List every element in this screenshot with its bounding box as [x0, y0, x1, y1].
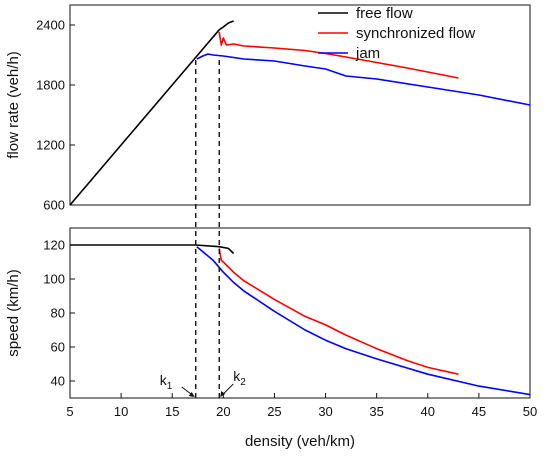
speed-series: [70, 244, 531, 396]
k1-label-main: k: [160, 372, 168, 388]
speed-y-tick-label: 120: [43, 238, 65, 253]
density-x-tick-label: 50: [523, 404, 537, 419]
density-axis-label: density (veh/km): [245, 433, 355, 450]
speed-panel: 40 60 80 100 120 5 10 15 20 25 30 35 40 45 50 speed (…: [5, 227, 537, 450]
flow-rate-jam-line: [196, 53, 531, 106]
density-x-tick-label: 20: [216, 404, 230, 419]
flow-rate-y-tick-label: 1200: [36, 138, 65, 153]
k2-label: k2: [233, 368, 246, 388]
k1-label-subscript: 1: [167, 381, 173, 392]
critical-density-lines: [195, 60, 220, 398]
flow-rate-y-tick-label: 2400: [36, 18, 65, 33]
speed-y-tick-label: 100: [43, 272, 65, 287]
k2-arrow-head: [220, 391, 226, 397]
k1-arrow-head: [188, 392, 195, 397]
k1-label: k1: [160, 372, 173, 392]
k2-label-main: k: [233, 368, 241, 384]
flow-rate-synchronized-flow-line: [218, 31, 459, 79]
density-x-tick-label: 35: [369, 404, 383, 419]
k2-label-subscript: 2: [240, 377, 246, 388]
flow-rate-series: [69, 20, 531, 206]
legend-free-flow-label: free flow: [356, 5, 413, 22]
density-x-tick-label: 5: [66, 404, 73, 419]
legend-synchronized-flow-label: synchronized flow: [356, 25, 475, 42]
flow-rate-free-flow-line: [69, 20, 234, 206]
density-x-tick-label: 25: [267, 404, 281, 419]
speed-y-tick-label: 60: [51, 340, 65, 355]
density-x-tick-label: 30: [318, 404, 332, 419]
density-x-tick-label: 10: [114, 404, 128, 419]
density-x-tick-label: 40: [421, 404, 435, 419]
speed-y-ticks: 40 60 80 100 120: [43, 238, 75, 389]
legend-jam-label: jam: [355, 45, 380, 62]
flow-rate-axis-label: flow rate (veh/h): [5, 51, 22, 159]
flow-rate-panel: 600 1200 1800 2400 flow rate (veh/h): [5, 4, 531, 213]
speed-jam-line: [196, 246, 531, 396]
speed-y-tick-label: 80: [51, 306, 65, 321]
legend: free flow synchronized flow jam: [318, 5, 475, 62]
flow-rate-y-tick-label: 600: [43, 198, 65, 213]
density-x-tick-label: 15: [165, 404, 179, 419]
speed-synchronized-flow-line: [218, 248, 459, 375]
flow-rate-y-ticks: 600 1200 1800 2400: [36, 18, 75, 213]
density-x-tick-label: 45: [472, 404, 486, 419]
speed-y-tick-label: 40: [51, 374, 65, 389]
speed-axis-label: speed (km/h): [5, 269, 22, 357]
density-x-ticks: 5 10 15 20 25 30 35 40 45 50: [66, 393, 537, 419]
speed-free-flow-line: [70, 244, 235, 255]
flow-rate-y-tick-label: 1800: [36, 78, 65, 93]
